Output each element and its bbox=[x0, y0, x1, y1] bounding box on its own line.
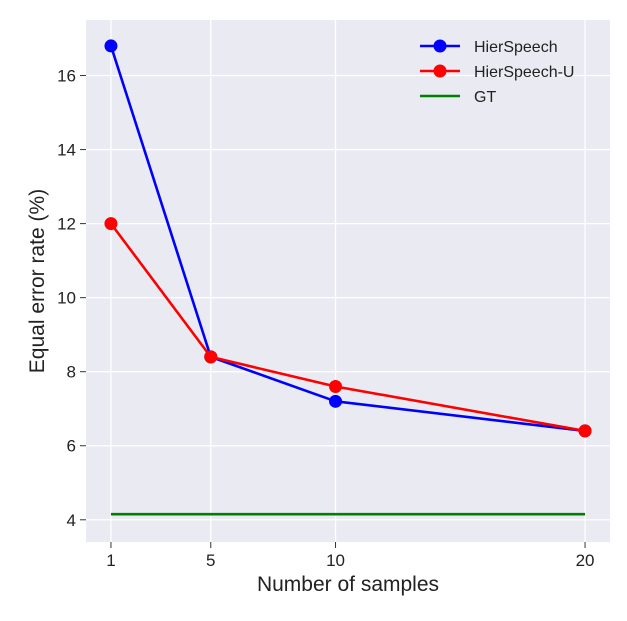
series-layer bbox=[104, 39, 592, 516]
y-axis-label: Equal error rate (%) bbox=[26, 189, 49, 373]
y-tick-label: 14 bbox=[57, 141, 76, 160]
series-line-hierspeech bbox=[109, 45, 586, 433]
data-point-hierspeech-u bbox=[204, 350, 218, 364]
legend: HierSpeech HierSpeech-U GT bbox=[420, 39, 574, 106]
data-point-hierspeech bbox=[329, 394, 343, 408]
y-tick-label: 10 bbox=[57, 289, 76, 308]
y-axis: 4 6 8 10 12 14 16 bbox=[57, 67, 86, 530]
data-point-hierspeech-u bbox=[578, 424, 592, 438]
x-tick-label: 20 bbox=[576, 551, 595, 570]
x-tick-label: 10 bbox=[326, 551, 345, 570]
legend-label: HierSpeech bbox=[474, 39, 558, 56]
series-line-hierspeech-u bbox=[109, 222, 586, 433]
legend-marker bbox=[433, 39, 447, 53]
legend-item-gt: GT bbox=[420, 89, 496, 106]
gridlines bbox=[86, 20, 610, 542]
legend-marker bbox=[433, 64, 447, 78]
legend-label: GT bbox=[474, 89, 496, 106]
x-axis-label: Number of samples bbox=[257, 573, 439, 596]
legend-item-hierspeech: HierSpeech bbox=[420, 39, 558, 56]
legend-label: HierSpeech-U bbox=[474, 64, 574, 81]
x-axis: 1 5 10 20 bbox=[106, 542, 595, 570]
legend-item-hierspeech-u: HierSpeech-U bbox=[420, 64, 574, 81]
x-tick-label: 1 bbox=[106, 551, 115, 570]
series-hierspeech-u bbox=[104, 217, 592, 438]
data-point-hierspeech-u bbox=[329, 380, 343, 394]
x-tick-label: 5 bbox=[206, 551, 215, 570]
y-tick-label: 16 bbox=[57, 67, 76, 86]
y-tick-label: 12 bbox=[57, 215, 76, 234]
data-point-hierspeech-u bbox=[104, 217, 118, 231]
y-tick-label: 8 bbox=[67, 363, 76, 382]
data-point-hierspeech bbox=[104, 39, 118, 53]
y-tick-label: 6 bbox=[67, 437, 76, 456]
plot-area bbox=[86, 20, 610, 542]
y-tick-label: 4 bbox=[67, 511, 76, 530]
